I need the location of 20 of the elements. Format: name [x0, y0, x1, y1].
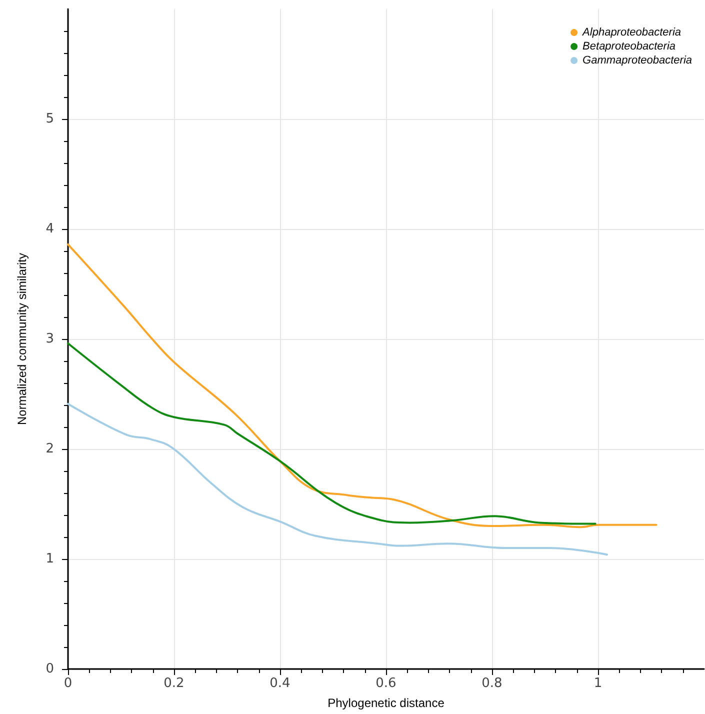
line-series [67, 342, 596, 525]
x-tick-label: 0.6 [376, 676, 396, 691]
legend-label: Gammaproteobacteria [582, 54, 692, 66]
y-tick-label: 3 [46, 332, 54, 346]
legend-label: Betaproteobacteria [582, 40, 676, 52]
x-tick-label: 0 [64, 676, 72, 691]
legend-label: Alphaproteobacteria [582, 26, 682, 38]
y-axis-title: Normalized community similarity [15, 252, 29, 426]
y-tick-label: 2 [46, 442, 54, 456]
line-series [67, 402, 608, 556]
x-tick-label: 0.8 [482, 676, 502, 691]
x-tick-label: 0.2 [164, 676, 184, 691]
y-tick-label: 0 [46, 662, 54, 676]
y-tick-label: 5 [46, 112, 54, 126]
y-tick-label: 4 [46, 222, 54, 236]
x-tick-label: 1 [594, 676, 602, 691]
x-axis-title: Phylogenetic distance [328, 696, 445, 710]
y-tick-label: 1 [46, 552, 54, 566]
line-series [67, 243, 658, 528]
x-tick-label: 0.4 [270, 676, 290, 691]
